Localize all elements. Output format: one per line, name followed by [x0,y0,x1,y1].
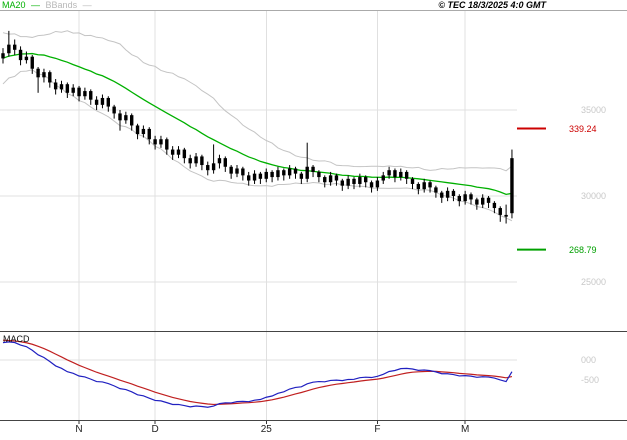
macd-axis-label: -500 [581,375,600,385]
copyright-notice: © TEC 18/3/2025 4:0 GMT [438,0,546,10]
ma20-legend-line: — [31,0,41,10]
macd-panel-label: MACD [3,334,30,344]
chart-legend: MA20 — BBands — [2,0,95,11]
ma20-legend-label: MA20 [2,0,26,10]
macd-axis-label: 000 [581,355,597,365]
x-axis-label: D [151,424,159,435]
y-axis-label: 35000 [581,105,607,115]
x-axis-label: M [460,424,470,435]
price-level-label: 339.24 [569,123,597,134]
y-axis-label: 30000 [581,191,607,201]
bbands-legend-line: — [82,0,92,10]
x-axis-label: N [75,424,83,435]
x-axis-label: F [374,424,381,435]
x-axis-label: 25 [260,424,272,435]
bbands-legend-label: BBands [45,0,78,10]
y-axis-label: 25000 [581,277,607,287]
price-level-label: 268.79 [569,244,597,255]
